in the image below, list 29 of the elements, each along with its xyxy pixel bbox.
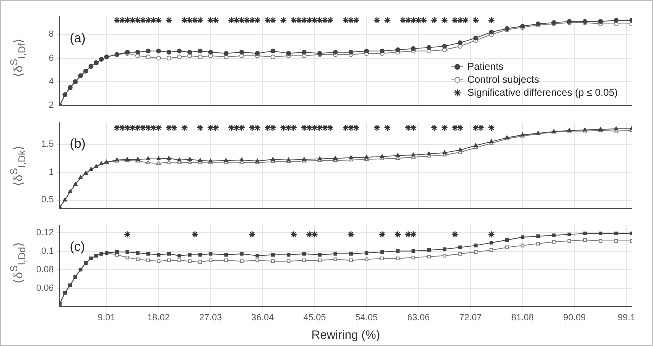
annotation: (b) [70, 136, 86, 151]
y-tick-label: 0.08 [36, 264, 54, 274]
x-tick-label: 54.05 [356, 312, 378, 323]
legend-label: Control subjects [468, 74, 540, 86]
y-tick-label: 0.1 [41, 246, 54, 256]
y-tick-label: 0.06 [36, 282, 54, 293]
legend-label: Patients [468, 62, 504, 73]
x-tick-label: 18.02 [148, 312, 170, 323]
y-tick-label: 6 [48, 52, 54, 63]
y-tick-label: 8 [48, 29, 54, 40]
x-tick-label: 45.05 [304, 312, 326, 323]
x-tick-label: 63.06 [408, 312, 430, 323]
x-tick-label: 9.01 [98, 312, 116, 323]
x-tick-label: 81.08 [512, 312, 534, 323]
x-tick-label: 27.03 [200, 312, 222, 323]
x-tick-label: 36.04 [252, 312, 274, 323]
y-tick-label: 0.5 [41, 194, 54, 205]
y-tick-label: 4 [48, 76, 54, 86]
annotation: (a) [70, 30, 86, 46]
y-tick-label: 1 [48, 166, 54, 177]
x-axis-title: Rewiring (%) [312, 328, 380, 342]
x-tick-label: 99.1 [618, 312, 636, 323]
x-tick-label: 72.07 [460, 312, 482, 323]
y-tick-label: 1.5 [41, 139, 54, 150]
y-tick-label: 0.12 [36, 227, 54, 238]
x-tick-label: 90.09 [564, 312, 586, 323]
legend-label: Significative differences (p ≤ 0.05) [468, 88, 618, 99]
y-tick-label: 2 [48, 100, 54, 110]
annotation: (c) [70, 238, 86, 254]
